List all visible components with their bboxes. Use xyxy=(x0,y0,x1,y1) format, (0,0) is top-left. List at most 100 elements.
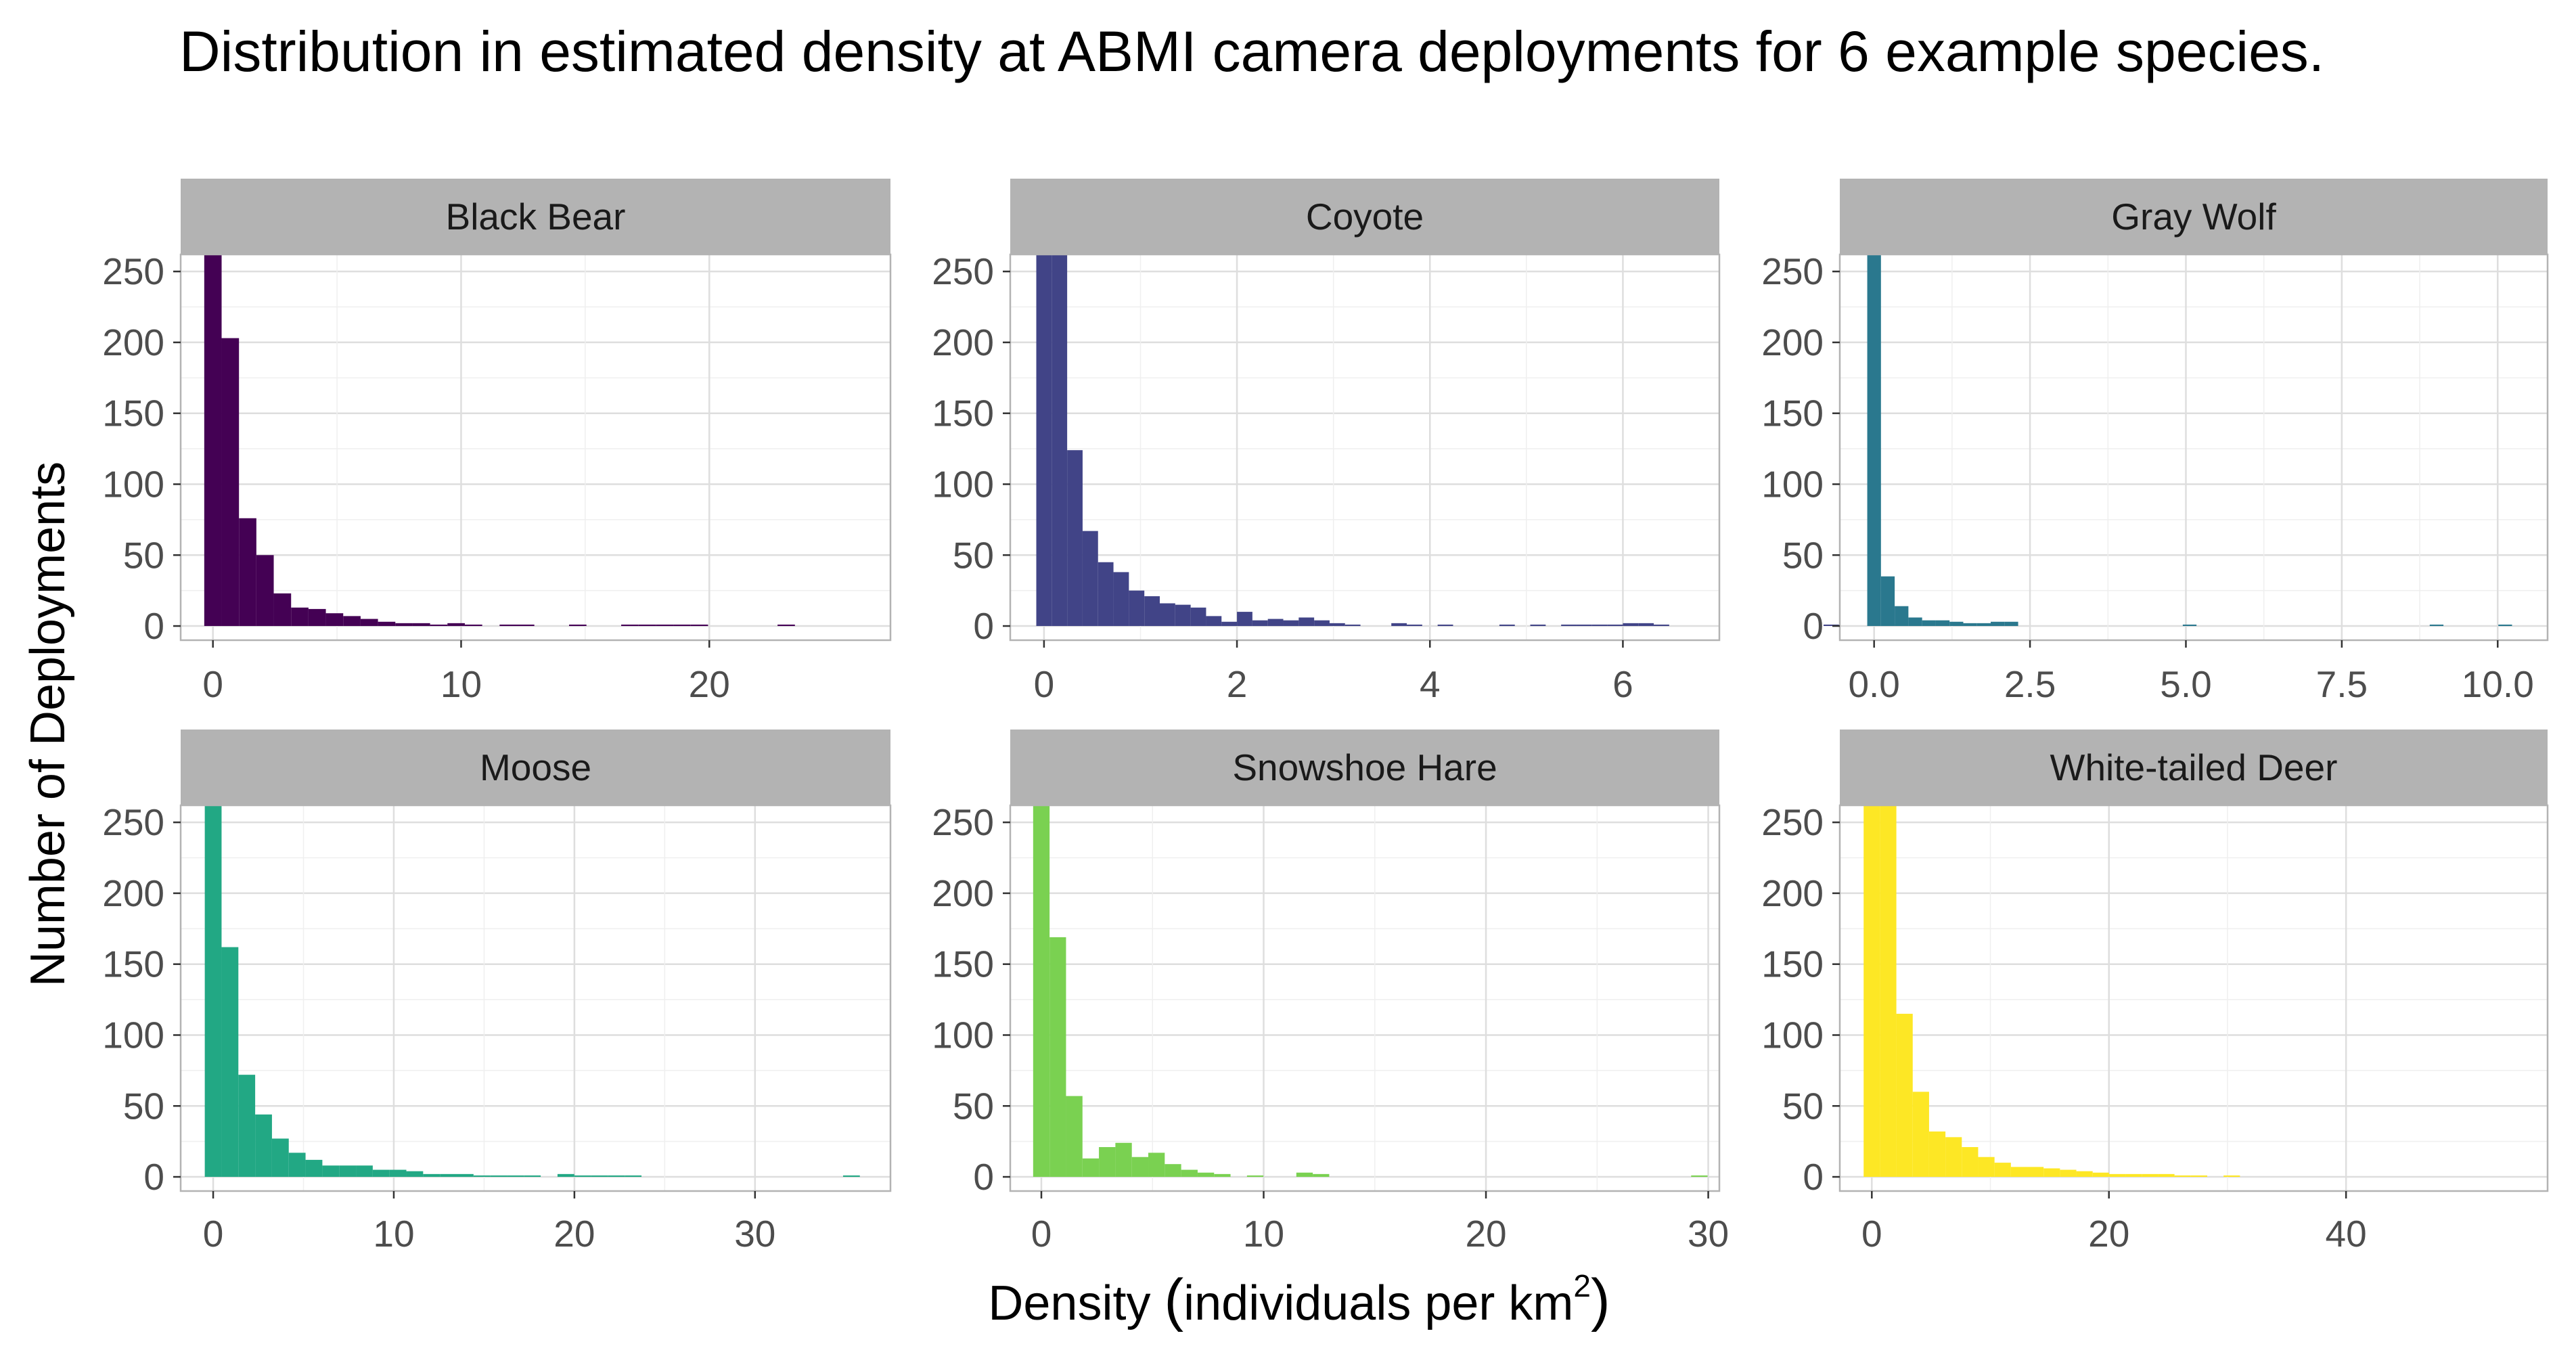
histogram-bar xyxy=(1991,621,2005,627)
panel-border xyxy=(1838,804,2549,1192)
histogram-bar xyxy=(2027,1167,2044,1178)
histogram-bar xyxy=(638,624,656,627)
histogram-bar xyxy=(490,1175,507,1178)
histogram-bar xyxy=(305,1159,323,1178)
y-tick-label: 0 xyxy=(1803,605,1824,647)
panel-strip-label: Gray Wolf xyxy=(2111,196,2276,238)
panel-strip xyxy=(1010,730,1719,805)
histogram-bar xyxy=(378,621,396,627)
histogram-bar xyxy=(1576,624,1592,627)
histogram-bar xyxy=(412,623,430,627)
histogram-bar xyxy=(2498,624,2512,627)
histogram-bar xyxy=(1963,623,1977,627)
y-tick-label: 0 xyxy=(973,605,994,647)
histogram-bar xyxy=(1190,607,1206,627)
y-tick-label: 50 xyxy=(1782,534,1824,576)
histogram-bar xyxy=(1867,254,1881,627)
y-tick-label: 200 xyxy=(1761,321,1824,363)
panel-gray-wolf: Gray Wolf 0 50 100 150 200 250 0.0 2.5 5.0 7.5 10.0 xyxy=(1761,179,2549,705)
histogram-bar xyxy=(2125,1173,2142,1178)
histogram-bar xyxy=(2223,1175,2240,1178)
histogram-bar xyxy=(1994,1163,2011,1178)
chart-title: Distribution in estimated density at ABM… xyxy=(179,20,2325,83)
y-tick-label: 250 xyxy=(932,250,994,292)
y-tick-label: 150 xyxy=(1761,393,1824,434)
x-tick-label: 0 xyxy=(1031,1213,1052,1255)
histogram-bar xyxy=(204,805,222,1178)
histogram-bar xyxy=(1976,623,1991,627)
histogram-bar xyxy=(591,1175,608,1178)
histogram-bar xyxy=(1313,1173,1330,1178)
x-tick-label: 6 xyxy=(1612,663,1633,705)
x-axis-label-prefix: Density xyxy=(988,1276,1164,1330)
panel-strip-label: Snowshoe Hare xyxy=(1232,746,1497,788)
panel-white-tailed-deer: White-tailed Deer 0 50 100 150 200 250 0 20 40 xyxy=(1761,730,2549,1255)
y-tick-label: 100 xyxy=(932,463,994,505)
histogram-bar xyxy=(360,619,378,627)
histogram-bar xyxy=(255,1114,272,1178)
histogram-bar xyxy=(1978,1157,1995,1178)
histogram-bar xyxy=(1391,623,1407,627)
histogram-bar xyxy=(1437,624,1453,627)
y-tick-label: 150 xyxy=(1761,943,1824,985)
histogram-bar xyxy=(1329,623,1345,627)
histogram-bar xyxy=(2004,621,2018,627)
histogram-bar xyxy=(1922,620,1936,627)
x-axis-label-superscript: 2 xyxy=(1573,1268,1591,1303)
histogram-bar xyxy=(499,624,517,627)
histogram-bar xyxy=(1082,531,1098,627)
histogram-bar xyxy=(1949,621,1964,627)
y-tick-label: 0 xyxy=(973,1156,994,1198)
histogram-bar xyxy=(339,1165,357,1178)
histogram-bar xyxy=(2190,1175,2207,1178)
x-tick-label: 20 xyxy=(1465,1213,1506,1255)
histogram-bar xyxy=(288,1152,306,1178)
histogram-bar xyxy=(273,593,292,627)
x-tick-label: 2.5 xyxy=(2004,663,2056,705)
histogram-bar xyxy=(221,338,240,627)
x-tick-label: 2 xyxy=(1227,663,1248,705)
histogram-bar xyxy=(574,1175,591,1178)
histogram-bar xyxy=(343,616,361,627)
panel-black-bear: Black Bear 0 50 100 150 200 250 0 10 20 xyxy=(102,179,1229,705)
x-tick-label: 5.0 xyxy=(2160,663,2211,705)
histogram-bar xyxy=(1129,590,1145,627)
histogram-bar xyxy=(1623,623,1639,627)
histogram-bar xyxy=(507,1175,524,1178)
x-tick-label: 0 xyxy=(1034,663,1055,705)
histogram-bar xyxy=(1283,620,1299,627)
x-tick-label: 0.0 xyxy=(1848,663,1899,705)
histogram-bar xyxy=(1113,572,1129,627)
histogram-bar xyxy=(1267,619,1284,627)
histogram-bar xyxy=(1033,805,1050,1178)
y-tick-label: 0 xyxy=(143,605,164,647)
histogram-bar xyxy=(1296,1172,1313,1178)
histogram-bar xyxy=(325,613,344,627)
histogram-bar xyxy=(1880,805,1897,1178)
y-tick-label: 50 xyxy=(953,534,994,576)
x-tick-label: 30 xyxy=(1688,1213,1729,1255)
y-tick-label: 100 xyxy=(1761,463,1824,505)
histogram-bar xyxy=(2010,1167,2028,1178)
histogram-bar xyxy=(1908,617,1922,627)
y-tick-label: 200 xyxy=(1761,872,1824,914)
histogram-bar xyxy=(777,624,795,627)
panel-border xyxy=(1009,253,1721,642)
y-tick-label: 250 xyxy=(1761,801,1824,843)
histogram-bar xyxy=(557,1173,574,1178)
histogram-bar xyxy=(473,1175,491,1178)
y-tick-label: 100 xyxy=(102,463,164,505)
panel-strip xyxy=(1010,179,1719,254)
histogram-bar xyxy=(1912,1092,1929,1178)
panel-snowshoe-hare: Snowshoe Hare 0 50 100 150 200 250 0 10 20 30 xyxy=(932,730,1729,1255)
histogram-bar xyxy=(1935,620,1950,627)
x-tick-label: 30 xyxy=(734,1213,775,1255)
histogram-bar xyxy=(1345,624,1361,627)
panel-border xyxy=(179,804,892,1192)
panel-strip xyxy=(1840,179,2548,254)
histogram-bar xyxy=(456,1173,474,1178)
histogram-bar xyxy=(1036,254,1052,627)
x-axis-label-close-paren: ) xyxy=(1591,1268,1610,1332)
histogram-bar xyxy=(1638,623,1654,627)
y-tick-label: 200 xyxy=(932,872,994,914)
